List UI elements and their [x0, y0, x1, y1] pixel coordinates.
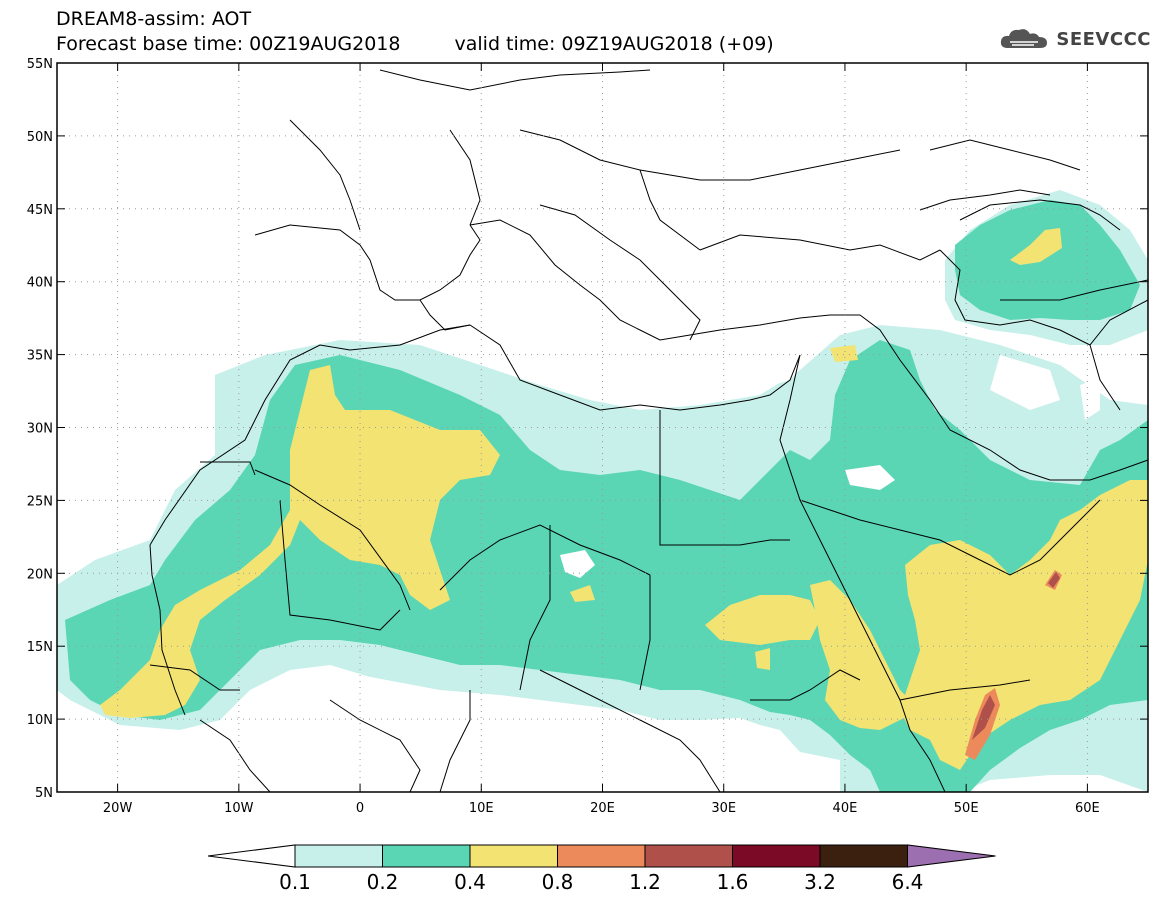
- lon-tick-label: 10E: [469, 801, 494, 816]
- aot-field: [57, 63, 1148, 792]
- colorbar-over-triangle: [907, 844, 996, 868]
- colorbar-swatch: [382, 844, 471, 868]
- map-title: DREAM8-assim: AOT: [56, 8, 252, 30]
- aot-clear-areas: [57, 63, 1148, 792]
- lat-tick-label: 30N: [27, 422, 53, 437]
- lon-tick-label: 10W: [224, 801, 254, 816]
- colorbar-swatch: [557, 844, 646, 868]
- lat-tick-label: 15N: [27, 640, 53, 655]
- lat-tick-label: 25N: [27, 494, 53, 509]
- colorbar-level-label: 3.2: [804, 870, 836, 894]
- logo-text: SEEVCCC: [1056, 28, 1151, 50]
- lat-tick-label: 50N: [27, 130, 53, 145]
- lon-tick-label: 30E: [711, 801, 736, 816]
- colorbar-level-label: 1.6: [716, 870, 749, 894]
- lon-tick-label: 20E: [590, 801, 615, 816]
- lon-axis: 20W 10W 0 10E 20E 30E 40E 50E 60E: [103, 63, 1100, 816]
- lat-tick-label: 20N: [27, 567, 53, 582]
- colorbar-level-label: 0.8: [541, 870, 574, 894]
- colorbar-level-label: 0.1: [279, 870, 311, 894]
- colorbar-swatch: [294, 844, 383, 868]
- coastlines-borders: [149, 69, 1148, 792]
- colorbar-under-triangle: [207, 844, 296, 868]
- lat-tick-label: 55N: [27, 57, 53, 72]
- colorbar-level-label: 6.4: [891, 870, 924, 894]
- colorbar-level-label: 1.2: [629, 870, 661, 894]
- lat-axis: 5N 10N 15N 20N 25N 30N 35N 40N 45N 50N 55N: [27, 57, 1148, 801]
- lon-tick-label: 60E: [1075, 801, 1100, 816]
- lon-tick-label: 20W: [103, 801, 133, 816]
- aot-level-0.4: [100, 228, 1148, 770]
- valid-time-label: valid time: 09Z19AUG2018 (+09): [454, 33, 774, 55]
- lon-tick-label: 50E: [954, 801, 979, 816]
- lat-tick-label: 10N: [27, 713, 53, 728]
- colorbar-level-label: 0.2: [366, 870, 399, 894]
- colorbar-swatch: [732, 844, 821, 868]
- lon-tick-label: 0: [356, 801, 364, 816]
- lon-tick-label: 40E: [833, 801, 858, 816]
- aot-level-1.2: [972, 572, 1060, 740]
- lat-tick-label: 35N: [27, 349, 53, 364]
- lat-tick-label: 45N: [27, 203, 53, 218]
- colorbar-swatch: [819, 844, 908, 868]
- colorbar-swatch: [469, 844, 558, 868]
- time-line: Forecast base time: 00Z19AUG2018 valid ti…: [56, 33, 774, 55]
- colorbar-swatch: [644, 844, 733, 868]
- colorbar-level-label: 0.4: [454, 870, 486, 894]
- colorbar: [207, 844, 996, 868]
- lat-tick-label: 40N: [27, 276, 53, 291]
- base-time-label: Forecast base time: 00Z19AUG2018: [56, 33, 401, 55]
- cloud-icon: [1001, 29, 1048, 48]
- lat-tick-label: 5N: [35, 786, 53, 801]
- seevccc-logo: SEEVCCC: [998, 24, 1151, 54]
